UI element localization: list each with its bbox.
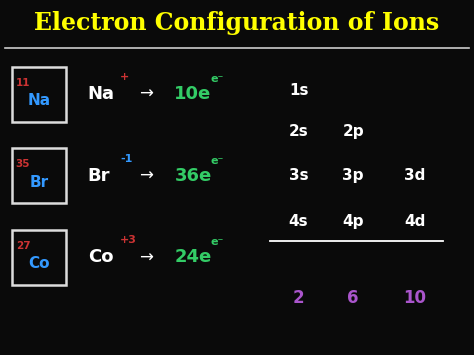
Text: Na: Na	[88, 85, 115, 103]
Text: Br: Br	[29, 175, 49, 190]
Text: 2p: 2p	[342, 124, 364, 139]
Text: +: +	[120, 72, 129, 82]
Bar	[12, 148, 66, 203]
Text: e⁻: e⁻	[211, 237, 224, 247]
Text: -1: -1	[120, 154, 132, 164]
Text: 35: 35	[16, 159, 30, 169]
Text: 3s: 3s	[289, 168, 309, 183]
Text: 4p: 4p	[342, 214, 364, 229]
Text: Na: Na	[27, 93, 51, 108]
Text: 36e: 36e	[174, 167, 212, 185]
Text: 27: 27	[16, 241, 30, 251]
Text: 10e: 10e	[174, 85, 212, 103]
Text: 3d: 3d	[404, 168, 426, 183]
Text: 4d: 4d	[404, 214, 426, 229]
Text: Co: Co	[28, 256, 50, 271]
Text: 6: 6	[347, 289, 359, 307]
Text: Br: Br	[88, 167, 110, 185]
Bar	[12, 67, 66, 121]
Text: 24e: 24e	[174, 248, 212, 266]
Text: 1s: 1s	[289, 83, 309, 98]
Text: e⁻: e⁻	[211, 156, 224, 166]
Text: 2s: 2s	[289, 124, 309, 139]
Text: Co: Co	[88, 248, 113, 266]
Text: →: →	[139, 167, 153, 185]
Bar	[12, 230, 66, 285]
Text: 11: 11	[16, 78, 30, 88]
Text: 2: 2	[293, 289, 304, 307]
Text: 10: 10	[403, 289, 426, 307]
Text: →: →	[139, 248, 153, 266]
Text: 3p: 3p	[342, 168, 364, 183]
Text: Electron Configuration of Ions: Electron Configuration of Ions	[35, 11, 439, 35]
Text: 4s: 4s	[289, 214, 309, 229]
Text: →: →	[139, 85, 153, 103]
Text: +3: +3	[120, 235, 137, 245]
Text: e⁻: e⁻	[211, 74, 224, 84]
